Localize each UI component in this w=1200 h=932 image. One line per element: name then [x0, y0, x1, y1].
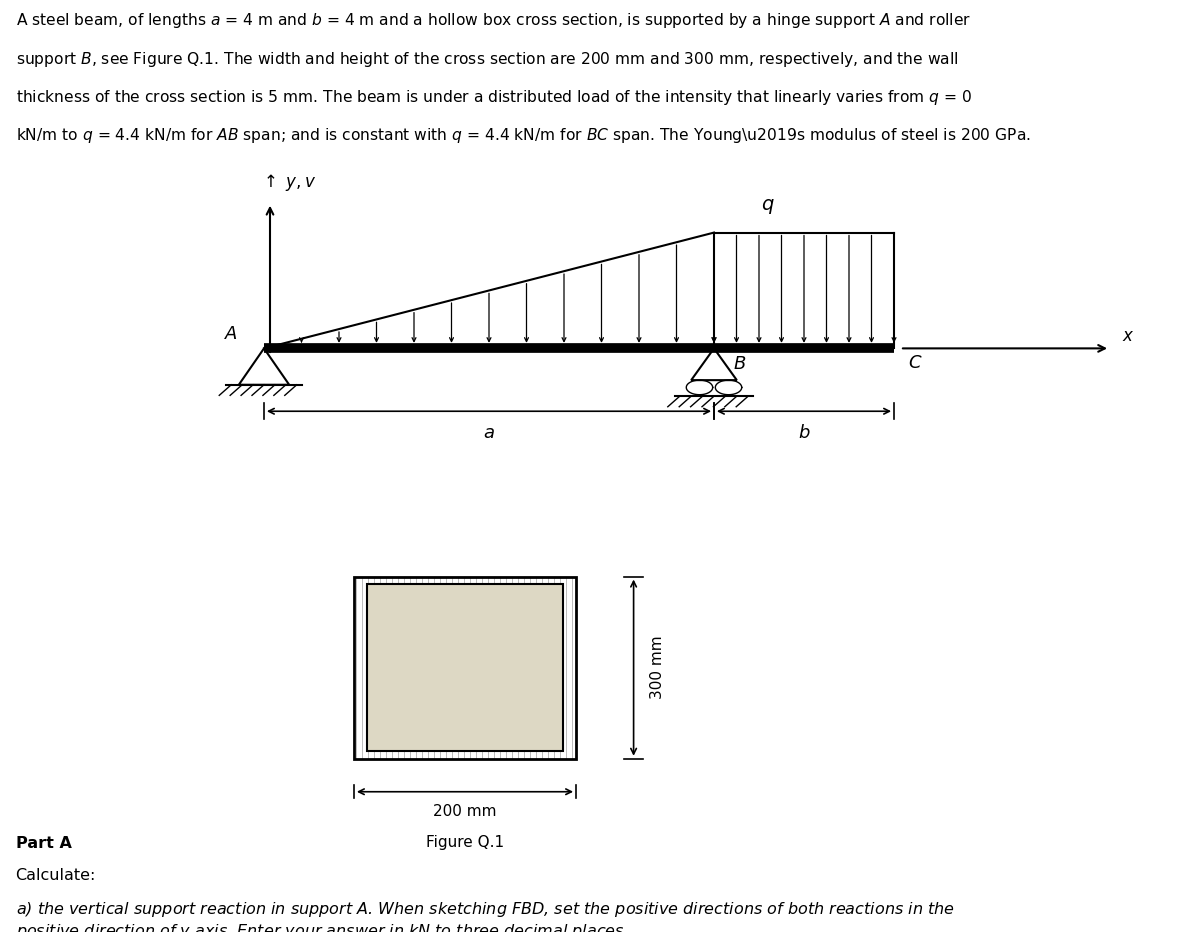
Text: Calculate:: Calculate:: [16, 868, 96, 883]
Text: 5 mm: 5 mm: [515, 664, 557, 678]
Text: a) the vertical support reaction in support $A$. When sketching FBD, set the pos: a) the vertical support reaction in supp…: [16, 900, 954, 932]
Bar: [367, 584, 563, 751]
Text: $x$: $x$: [1122, 327, 1134, 345]
Bar: [354, 577, 576, 759]
Text: 200 mm: 200 mm: [433, 803, 497, 818]
Text: $q$: $q$: [761, 197, 775, 216]
Text: $B$: $B$: [733, 355, 746, 373]
Text: Figure Q.1: Figure Q.1: [426, 835, 504, 850]
Text: A steel beam, of lengths $a$ = 4 m and $b$ = 4 m and a hollow box cross section,: A steel beam, of lengths $a$ = 4 m and $…: [16, 11, 971, 31]
Bar: [354, 577, 576, 759]
Text: thickness of the cross section is 5 mm. The beam is under a distributed load of : thickness of the cross section is 5 mm. …: [16, 88, 972, 107]
Text: $b$: $b$: [798, 424, 810, 443]
Text: support $B$, see Figure Q.1. The width and height of the cross section are 200 m: support $B$, see Figure Q.1. The width a…: [16, 49, 959, 69]
Text: $a$: $a$: [484, 424, 494, 443]
Text: $A$: $A$: [223, 325, 238, 343]
Text: 300 mm: 300 mm: [650, 636, 666, 700]
Text: kN/m to $q$ = 4.4 kN/m for $AB$ span; and is constant with $q$ = 4.4 kN/m for $B: kN/m to $q$ = 4.4 kN/m for $AB$ span; an…: [16, 127, 1031, 145]
Text: $C$: $C$: [908, 353, 923, 372]
Bar: [367, 584, 563, 751]
Text: $\uparrow$ $y, v$: $\uparrow$ $y, v$: [260, 171, 317, 193]
Text: Part A: Part A: [16, 835, 72, 851]
